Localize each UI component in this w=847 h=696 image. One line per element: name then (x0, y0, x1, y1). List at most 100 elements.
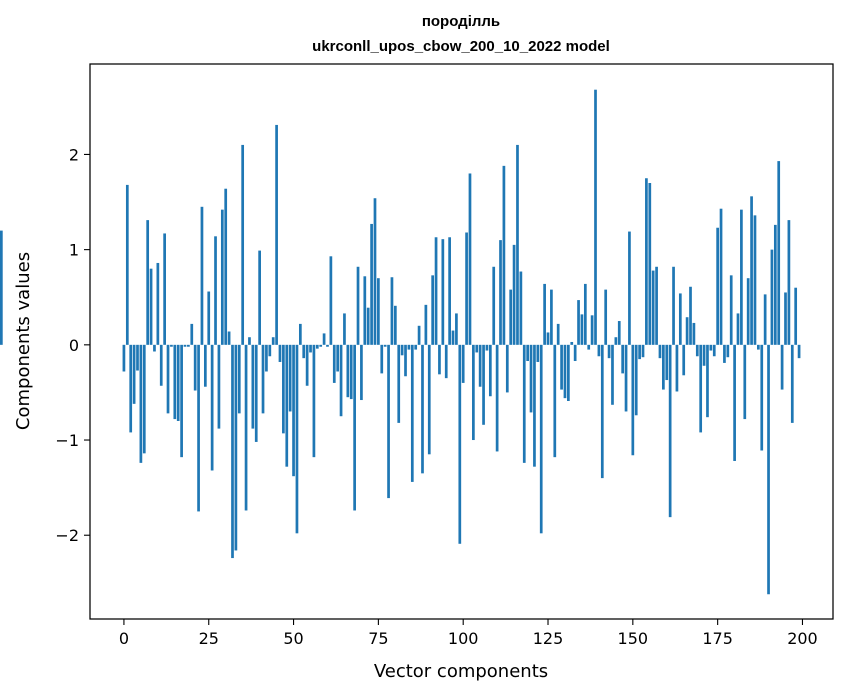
bar (129, 344, 133, 433)
bar (244, 344, 248, 511)
bar (302, 344, 306, 359)
bar (417, 325, 421, 345)
bar (529, 344, 533, 413)
bar (468, 173, 472, 345)
bar (726, 344, 730, 358)
bar (590, 315, 594, 345)
bar (298, 323, 302, 345)
bar (451, 330, 455, 345)
bar (339, 344, 343, 417)
bar (512, 244, 516, 345)
bar (360, 344, 363, 401)
bar (156, 262, 160, 345)
bar (380, 344, 384, 374)
bar (706, 344, 709, 418)
bar (292, 344, 295, 477)
x-tick-label: 75 (368, 629, 388, 648)
bar (176, 344, 180, 421)
bar (234, 344, 238, 551)
bar (672, 266, 675, 345)
bar (125, 184, 129, 345)
bar (546, 332, 550, 345)
y-tick-label: 2 (69, 145, 79, 164)
bar (268, 344, 272, 357)
bar (214, 236, 217, 345)
chart-title: породілль (422, 13, 500, 30)
bar (363, 276, 367, 345)
bar (383, 344, 387, 347)
bar (122, 344, 126, 372)
bar (614, 337, 618, 345)
bar (482, 344, 485, 425)
bar (631, 344, 635, 456)
bar (794, 287, 798, 345)
bar (366, 307, 370, 345)
bar (288, 344, 292, 412)
bar (404, 344, 407, 377)
bar (390, 277, 394, 345)
x-tick-label: 150 (618, 629, 649, 648)
bar (505, 344, 509, 393)
bar (699, 344, 703, 433)
bar (207, 291, 211, 345)
bar (265, 344, 268, 372)
bar (278, 344, 282, 362)
bar (488, 344, 492, 397)
bar (767, 344, 770, 595)
bar (655, 266, 658, 345)
bar (373, 198, 377, 345)
x-tick-label: 100 (448, 629, 479, 648)
bar (163, 233, 166, 345)
bar (444, 344, 448, 379)
bar (550, 289, 553, 345)
x-tick-label: 200 (787, 629, 818, 648)
bar (499, 240, 502, 345)
bar (695, 344, 699, 357)
bar (712, 344, 716, 357)
bar (282, 344, 285, 434)
bar (723, 344, 726, 363)
bar (275, 124, 278, 345)
bar (159, 344, 163, 386)
bar (516, 144, 519, 345)
bar (197, 344, 200, 512)
y-tick-label: 0 (69, 336, 79, 355)
bar (224, 188, 228, 345)
bar (740, 209, 743, 345)
bar (231, 344, 234, 559)
bar (136, 344, 139, 371)
x-tick-label: 0 (119, 629, 129, 648)
bar (305, 344, 309, 386)
plot-frame (89, 63, 834, 620)
bar (567, 344, 570, 401)
bar-series (0, 89, 801, 595)
bar (689, 286, 692, 345)
bar (343, 313, 346, 345)
bar (203, 344, 207, 387)
bar (377, 278, 380, 345)
bar (414, 344, 418, 350)
bar (709, 344, 713, 351)
bar (227, 331, 231, 345)
bar (424, 304, 428, 345)
bar (271, 337, 275, 345)
bar (536, 344, 540, 362)
bar (410, 344, 414, 482)
bar (387, 344, 390, 499)
x-tick-label: 25 (199, 629, 219, 648)
bar (153, 344, 156, 352)
bar (146, 220, 150, 345)
bar (733, 344, 736, 461)
bar (149, 268, 153, 345)
y-axis-label: Components values (13, 252, 34, 430)
bar (797, 344, 801, 359)
bar (220, 209, 224, 345)
bar (329, 256, 333, 345)
bar (509, 289, 513, 345)
bar (750, 196, 753, 345)
bar (563, 344, 567, 399)
bar (678, 293, 682, 345)
bar (461, 344, 465, 383)
bar (604, 289, 608, 345)
bar (434, 237, 438, 345)
